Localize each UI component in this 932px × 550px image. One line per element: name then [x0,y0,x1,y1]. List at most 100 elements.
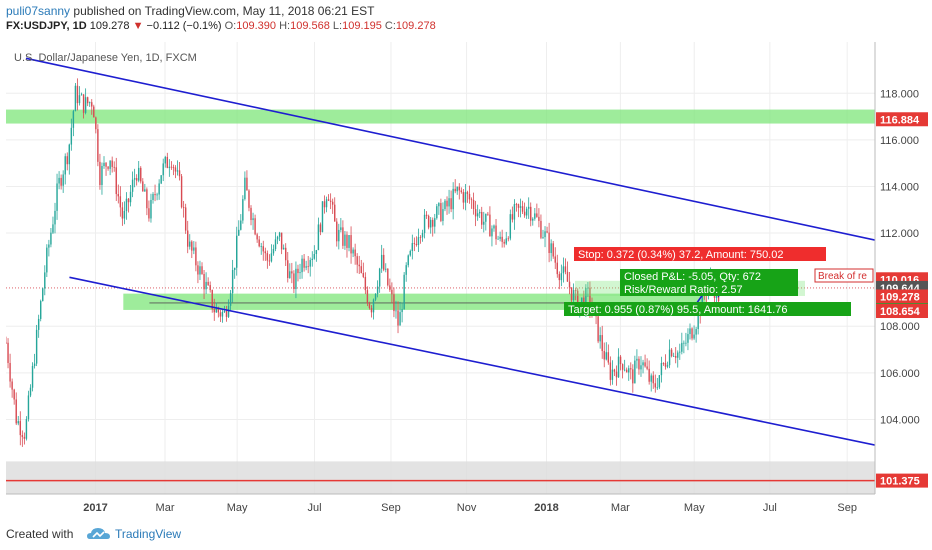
candle-body [154,194,156,196]
candle-body [278,232,281,237]
candle-body [487,213,489,215]
candle-body [44,272,46,289]
candle-body [485,213,487,222]
candle-body [599,335,601,342]
candle-body [182,207,185,208]
candle-body [195,247,197,266]
candle-body [374,293,377,300]
candle-body [523,211,526,216]
candle-body [505,238,507,244]
candle-body [538,216,540,221]
candle-body [215,308,218,313]
candle-body [76,85,79,104]
candle-body [178,170,181,177]
candle-body [297,268,299,274]
candle-body [617,356,620,378]
stop-label-box [574,247,826,261]
candle-body [246,177,248,191]
candle-body [511,214,514,220]
candle-body [323,201,326,208]
candle-body [476,213,479,217]
candle-body [11,381,13,390]
tradingview-link[interactable]: TradingView [115,527,182,541]
low-value: 109.195 [342,20,382,32]
candle-body [532,218,534,221]
candle-body [611,369,614,380]
y-tick-label: 114.000 [880,181,919,193]
chart-title: U.S. Dollar/Japanese Yen, 1D, FXCM [14,52,197,64]
candle-body [444,200,446,210]
symbol[interactable]: FX:USDJPY, 1D [6,20,87,32]
candle-body [464,192,467,203]
candle-body [197,265,199,275]
candle-body [450,198,452,210]
candle-body [670,349,673,357]
candle-body [50,232,52,245]
candle-body [615,371,618,378]
candle-body [31,365,34,388]
candle-body [628,368,630,373]
zones [6,109,875,494]
candle-body [274,239,277,249]
candle-body [625,369,628,373]
candle-body [99,161,101,185]
author-link[interactable]: puli07sanny [6,4,71,18]
candle-body [544,231,546,238]
candle-body [138,167,140,181]
candle-body [429,219,432,228]
candle-body [15,399,17,424]
candle-body [419,237,422,239]
price-chart[interactable]: Stop: 0.372 (0.34%) 37.2, Amount: 750.02… [0,0,932,517]
candle-body [164,156,166,164]
candle-body [117,194,120,197]
candle-body [530,206,532,221]
candle-body [348,235,350,248]
x-tick-label: Nov [457,502,477,514]
candle-body [495,225,497,240]
candle-body [368,303,371,309]
lower-gray-band [6,461,875,494]
candle-body [436,206,438,219]
candle-body [23,436,26,439]
target-label-group: Target: 0.955 (0.87%) 95.5, Amount: 1641… [564,302,851,316]
candle-body [176,170,179,172]
candle-body [607,352,610,363]
candle-body [268,260,271,262]
candle-body [311,258,313,261]
candle-body [37,318,40,330]
candle-body [97,129,99,162]
price-tag-group: 109.278 [876,289,928,304]
candle-body [9,362,11,382]
candle-body [325,199,328,208]
candle-body [652,375,654,384]
candle-body [203,273,205,290]
candle-body [282,247,285,250]
price-change: −0.112 (−0.1%) [146,20,222,32]
candle-body [619,356,622,365]
candle-body [507,238,509,240]
candle-body [140,167,142,182]
candle-body [456,186,458,192]
candle-body [227,305,230,317]
candle-body [685,342,687,344]
x-tick-label: Mar [611,502,630,514]
candle-body [229,293,232,306]
price-tag [876,304,928,319]
candle-body [470,199,473,201]
candle-body [481,211,483,225]
candle-body [438,203,440,207]
publish-info: puli07sanny published on TradingView.com… [6,4,374,18]
candle-body [248,190,250,208]
candle-body [162,163,164,176]
candle-body [342,227,344,246]
candle-body [509,214,512,239]
candle-body [17,421,19,424]
candle-body [636,358,638,361]
candle-body [27,395,30,420]
candle-body [540,220,542,238]
y-tick-label: 106.000 [880,368,920,380]
candle-body [597,316,599,342]
candle-body [121,207,124,219]
candle-body [397,310,399,326]
y-tick-label: 116.000 [880,135,919,147]
